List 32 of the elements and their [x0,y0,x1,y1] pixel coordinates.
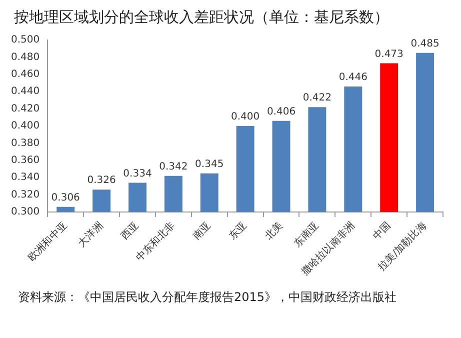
y-tick-label: 0.380 [10,138,40,149]
data-label: 0.342 [159,161,188,172]
x-tick-label: 东亚 [226,220,250,242]
y-tick-label: 0.320 [10,189,40,200]
data-label: 0.334 [123,168,152,180]
text: 资料来源：《中国居民收入分配年度报告2015》，中国财政经济出版社 [18,289,398,306]
x-tick-label: 大洋洲 [76,220,106,250]
y-tick-label: 0.360 [10,155,40,166]
x-tick-label: 北美 [262,220,286,242]
data-label: 0.406 [266,106,296,118]
y-tick-label: 0.300 [10,206,40,218]
x-tick-label: 中国 [370,220,394,242]
data-label: 0.345 [195,158,224,170]
y-tick-label: 0.420 [10,103,40,114]
x-tick-label: 南亚 [190,220,214,242]
y-tick-label: 0.460 [10,68,40,80]
y-tick-label: 0.340 [10,172,40,184]
y-tick-label: 0.440 [10,86,40,98]
x-tick-label: 欧洲和中亚 [26,220,70,264]
y-tick-label: 0.500 [10,34,40,46]
chart-title: 按地理区域划分的全球收入差距状况（单位：基尼系数） [14,8,390,27]
data-label: 0.326 [87,175,116,186]
data-label: 0.446 [338,72,368,84]
data-label: 0.485 [410,38,440,50]
data-label: 0.473 [374,48,404,60]
x-tick-label: 东南亚 [291,220,322,250]
y-tick-label: 0.480 [10,52,40,63]
x-tick-label: 西亚 [120,220,142,242]
y-tick-label: 0.400 [10,120,40,132]
data-label: 0.400 [230,112,260,123]
data-label: 0.306 [51,192,80,204]
data-label: 0.422 [302,92,332,104]
